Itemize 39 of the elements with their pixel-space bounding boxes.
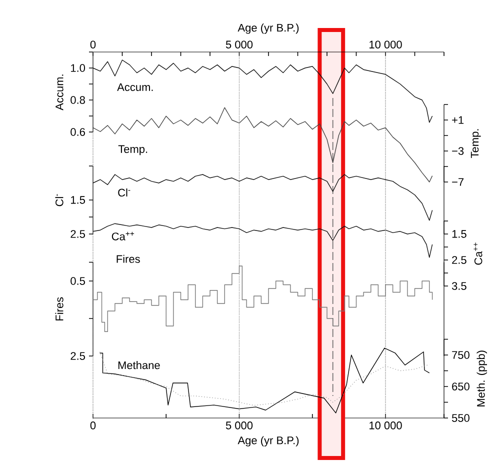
y-axis-title: Ca$^{++}$ bbox=[474, 242, 482, 265]
x-tick-label: 10 000 bbox=[370, 40, 402, 48]
line-series bbox=[99, 352, 430, 406]
series-label: Cl$^{-}$ bbox=[118, 188, 130, 197]
y-tick-label: 1.0 bbox=[71, 64, 86, 72]
y-tick-label: −3 bbox=[452, 147, 464, 155]
x-tick-label: 5 000 bbox=[226, 40, 253, 48]
y-tick-label: 750 bbox=[452, 351, 470, 359]
series-label: Temp. bbox=[118, 145, 148, 156]
line-series bbox=[92, 107, 433, 182]
x-tick-label: 5 000 bbox=[226, 422, 253, 430]
series-label: Methane bbox=[118, 361, 160, 370]
line-series bbox=[99, 348, 430, 414]
y-tick-label: 0.6 bbox=[70, 128, 85, 136]
x-tick-label: 0 bbox=[90, 40, 96, 48]
y-axis-title: Fires bbox=[55, 297, 64, 320]
y-tick-label: 1.5 bbox=[71, 196, 85, 204]
y-tick-label: 0.5 bbox=[70, 277, 85, 285]
y-tick-label: −7 bbox=[452, 178, 464, 186]
y-tick-label: 3.5 bbox=[452, 282, 466, 290]
x-tick-label: 10 000 bbox=[370, 422, 402, 430]
series-label: Ca$^{++}$ bbox=[112, 232, 134, 240]
y-axis-title: Temp. bbox=[470, 129, 481, 158]
y-axis-title: Cl$^{-}$ bbox=[55, 194, 64, 206]
y-tick-label: 550 bbox=[452, 414, 470, 422]
y-tick-label: +1 bbox=[452, 116, 464, 124]
series-label: Accum. bbox=[117, 83, 153, 92]
y-tick-label: 650 bbox=[452, 382, 470, 390]
y-tick-label: 2.5 bbox=[70, 230, 85, 238]
x-axis-title: Age (yr B.P.) bbox=[238, 436, 299, 446]
x-tick-label: 0 bbox=[90, 422, 96, 430]
y-tick-label: 0.8 bbox=[70, 96, 85, 104]
x-axis-title: Age (yr B.P.) bbox=[238, 24, 299, 34]
text: Fires bbox=[116, 254, 140, 263]
y-axis-title: Meth. (ppb) bbox=[476, 350, 487, 406]
y-tick-label: 2.5 bbox=[70, 352, 85, 360]
y-axis-title: Accum. bbox=[56, 74, 64, 110]
y-tick-label: 2.5 bbox=[452, 256, 466, 264]
y-tick-label: 1.5 bbox=[452, 230, 466, 238]
